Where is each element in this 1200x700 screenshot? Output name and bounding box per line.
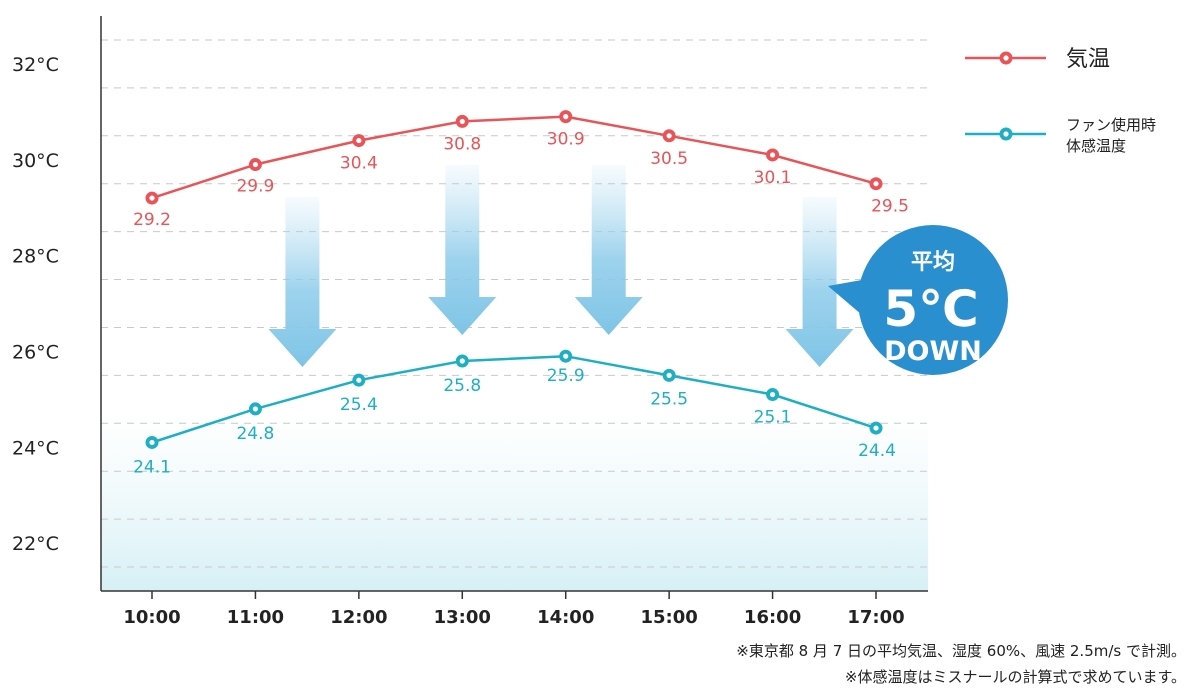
data-label: 25.5: [650, 389, 688, 409]
data-point-center: [149, 195, 155, 201]
legend-label: 体感温度: [1066, 137, 1126, 155]
data-point-center: [252, 161, 259, 168]
data-label: 25.1: [754, 408, 792, 428]
y-tick-label: 30°C: [12, 150, 59, 172]
badge-line-3: DOWN: [884, 336, 982, 367]
series-line-2: [151, 354, 877, 444]
data-point-center: [769, 391, 776, 398]
data-label: 30.8: [443, 134, 481, 154]
legend-marker-center: [1003, 55, 1009, 61]
data-point-center: [149, 439, 155, 446]
down-arrow: [785, 197, 854, 367]
down-arrow: [574, 165, 643, 335]
data-point-center: [356, 137, 362, 144]
data-label: 30.9: [547, 130, 585, 150]
chart-background-band: [101, 413, 928, 591]
data-point-center: [666, 133, 672, 139]
data-point-center: [459, 358, 465, 364]
data-label: 24.8: [236, 424, 274, 444]
legend-label: 気温: [1066, 47, 1110, 72]
x-tick-label: 12:00: [330, 607, 387, 628]
data-label: 29.9: [236, 177, 274, 197]
data-label: 30.5: [650, 149, 688, 169]
x-tick-label: 10:00: [123, 607, 180, 628]
data-point-center: [666, 372, 672, 378]
data-label: 30.1: [754, 168, 792, 188]
data-point-center: [356, 377, 362, 383]
x-tick-label: 14:00: [537, 607, 594, 628]
data-label: 24.4: [858, 441, 896, 461]
legend-label: ファン使用時: [1066, 116, 1156, 134]
footnote-measurement: ※東京都 8 月 7 日の平均気温、湿度 60%、風速 2.5m/s で計測。: [736, 642, 1186, 660]
y-tick-label: 28°C: [12, 246, 59, 268]
data-point-center: [563, 353, 569, 359]
x-tick-label: 15:00: [640, 607, 697, 628]
y-tick-label: 26°C: [12, 341, 59, 363]
data-point-center: [873, 425, 879, 431]
data-point-center: [459, 118, 465, 125]
data-point-center: [873, 181, 879, 187]
down-arrow: [268, 197, 337, 367]
y-tick-label: 24°C: [12, 437, 59, 459]
badge-circle: [858, 225, 1008, 375]
x-tick-label: 11:00: [227, 607, 284, 628]
legend-marker-center: [1003, 131, 1009, 137]
x-tick-label: 16:00: [744, 607, 801, 628]
series-line-1: [151, 115, 877, 200]
footnote-formula: ※体感温度はミスナールの計算式で求めています。: [844, 668, 1186, 686]
data-label: 29.2: [133, 210, 171, 230]
data-point-center: [769, 152, 776, 158]
badge-line-1: 平均: [911, 249, 955, 275]
down-arrow: [428, 165, 497, 335]
data-label: 25.9: [547, 366, 585, 386]
data-label: 25.4: [340, 395, 378, 415]
data-label: 24.1: [133, 457, 171, 477]
y-tick-label: 32°C: [12, 54, 59, 76]
x-tick-label: 17:00: [847, 607, 904, 628]
y-tick-label: 22°C: [12, 533, 59, 555]
x-tick-label: 13:00: [434, 607, 491, 628]
badge-line-2: 5℃: [883, 280, 978, 338]
data-label: 29.5: [871, 197, 909, 217]
data-label: 30.4: [340, 154, 378, 174]
data-label: 25.8: [443, 376, 481, 396]
data-point-center: [563, 114, 569, 120]
data-point-center: [252, 406, 259, 412]
